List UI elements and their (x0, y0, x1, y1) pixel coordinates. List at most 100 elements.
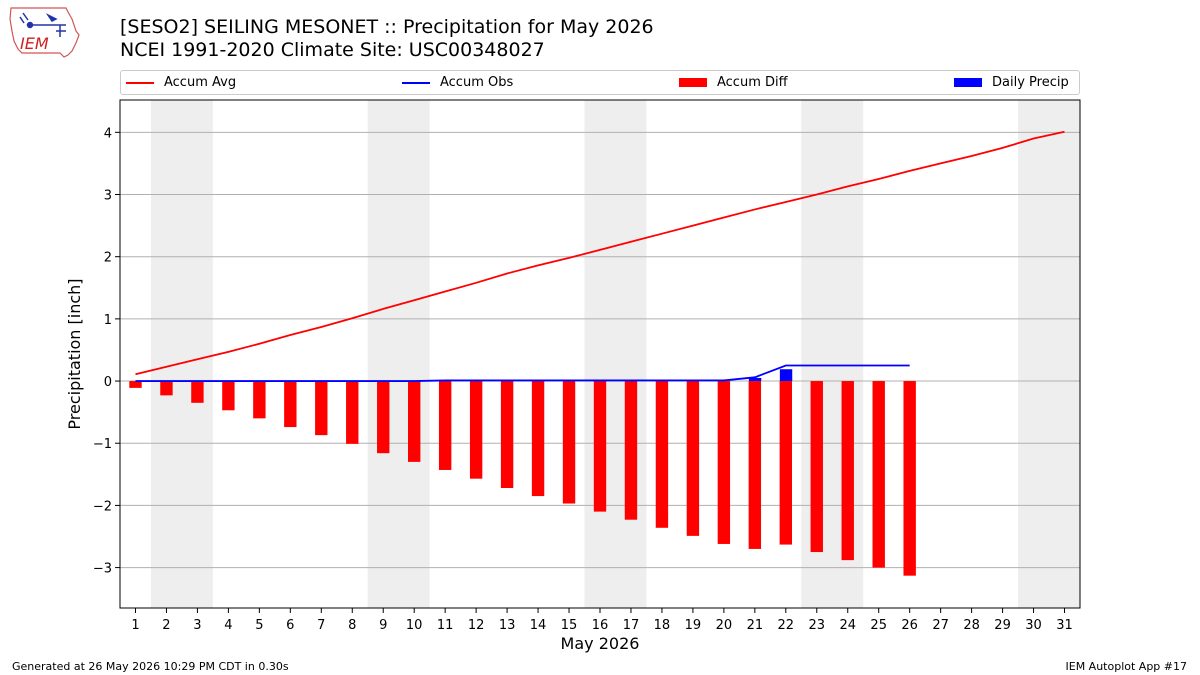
daily-precip-bars (748, 369, 793, 382)
x-tick-label: 18 (654, 618, 671, 633)
accum-diff-bar (191, 381, 204, 403)
accum-diff-bar (841, 381, 854, 561)
accum-diff-bar (129, 381, 142, 388)
x-axis-label: May 2026 (561, 634, 640, 653)
x-tick-label: 15 (561, 618, 578, 633)
accum-diff-bar (377, 381, 390, 454)
daily-precip-bar (748, 377, 762, 382)
x-tick-label: 24 (839, 618, 856, 633)
x-tick-label: 16 (592, 618, 609, 633)
legend-label: Accum Avg (164, 75, 237, 90)
legend-item-daily-precip: Daily Precip (954, 71, 1069, 94)
legend-label: Accum Obs (440, 75, 514, 90)
y-tick-label: 3 (104, 189, 112, 204)
weekend-band (1018, 100, 1080, 608)
x-tick-label: 6 (286, 618, 294, 633)
iem-logo-text: IEM (20, 34, 49, 53)
accum-diff-bar (408, 381, 421, 462)
x-tick-label: 27 (932, 618, 949, 633)
daily-precip-bar (779, 369, 793, 382)
chart-legend: Accum Avg Accum Obs Accum Diff Daily Pre… (120, 70, 1080, 95)
accum-diff-bar (748, 381, 762, 549)
y-tick-label: −3 (93, 562, 112, 577)
weather-station-icon (19, 12, 66, 37)
accum-diff-bars (129, 381, 916, 576)
x-tick-label: 5 (255, 618, 263, 633)
legend-label: Daily Precip (992, 75, 1069, 90)
footer-app-label: IEM Autoplot App #17 (1065, 660, 1188, 673)
x-tick-label: 21 (747, 618, 764, 633)
accum-diff-bar (346, 381, 359, 444)
x-tick-label: 30 (1025, 618, 1042, 633)
x-tick-label: 28 (963, 618, 980, 633)
x-tick-label: 22 (778, 618, 795, 633)
legend-label: Accum Diff (717, 75, 788, 90)
weekend-band (367, 100, 430, 608)
x-tick-label: 1 (131, 618, 139, 633)
x-axis-ticks: 1 2 3 4 5 6 7 8 9 10 11 12 13 14 15 16 17 18 19 20 21 22 23 24 2… (131, 608, 1073, 633)
legend-item-accum-diff: Accum Diff (679, 71, 788, 94)
accum-diff-bar (655, 381, 669, 528)
x-tick-label: 20 (716, 618, 733, 633)
chart-subtitle: NCEI 1991-2020 Climate Site: USC00348027 (120, 39, 545, 61)
accum-diff-bar (284, 381, 297, 428)
weekend-band (584, 100, 647, 608)
y-tick-label: −1 (93, 437, 112, 452)
legend-item-accum-obs: Accum Obs (402, 71, 513, 94)
accum-diff-bar (531, 381, 545, 497)
accum-avg-line (135, 130, 1065, 376)
y-tick-label: 0 (104, 375, 112, 390)
legend-swatch (679, 78, 707, 87)
accum-diff-bar (160, 381, 173, 396)
x-tick-label: 14 (530, 618, 547, 633)
x-tick-label: 23 (809, 618, 826, 633)
x-tick-label: 25 (870, 618, 887, 633)
x-tick-label: 10 (406, 618, 423, 633)
accum-obs-line (135, 364, 910, 382)
x-tick-label: 26 (901, 618, 918, 633)
accum-diff-bar (810, 381, 823, 553)
y-tick-label: 2 (104, 251, 112, 266)
y-tick-label: 4 (104, 126, 112, 141)
legend-swatch (954, 78, 982, 87)
y-tick-label: −2 (93, 499, 112, 514)
chart-title: [SESO2] SEILING MESONET :: Precipitation… (120, 16, 654, 38)
x-tick-label: 31 (1056, 618, 1073, 633)
x-tick-label: 2 (162, 618, 170, 633)
accum-diff-bar (593, 381, 607, 512)
x-tick-label: 29 (994, 618, 1011, 633)
legend-swatch (126, 81, 154, 84)
accum-diff-bar (717, 381, 731, 544)
accum-diff-bar (779, 381, 792, 545)
accum-diff-bar (500, 381, 514, 488)
y-axis-ticks: −3 −2 −1 0 1 2 3 4 (93, 126, 120, 577)
accum-diff-bar (686, 381, 700, 536)
x-tick-label: 17 (623, 618, 640, 633)
x-tick-label: 11 (437, 618, 454, 633)
accum-diff-bar (624, 381, 638, 520)
footer-generated-text: Generated at 26 May 2026 10:29 PM CDT in… (12, 660, 289, 673)
x-tick-label: 9 (379, 618, 387, 633)
x-tick-label: 3 (193, 618, 201, 633)
weekend-band (150, 100, 213, 608)
accum-lines (135, 130, 1065, 382)
accum-diff-bar (562, 381, 576, 504)
iem-logo: IEM (9, 7, 80, 58)
accum-diff-bar (315, 381, 328, 436)
x-tick-label: 19 (685, 618, 702, 633)
x-tick-label: 7 (317, 618, 325, 633)
y-axis-label: Precipitation [inch] (65, 278, 84, 429)
y-tick-label: 1 (104, 313, 112, 328)
x-tick-label: 8 (348, 618, 356, 633)
x-tick-label: 13 (499, 618, 516, 633)
legend-item-accum-avg: Accum Avg (126, 71, 236, 94)
accum-diff-bar (438, 381, 452, 470)
accum-diff-bar (222, 381, 235, 411)
weekend-shading (150, 100, 1080, 608)
iowa-state-outline-icon (9, 7, 80, 58)
accum-diff-bar (872, 381, 885, 568)
accum-diff-bar (903, 381, 916, 576)
accum-diff-bar (469, 381, 483, 479)
x-tick-label: 4 (224, 618, 232, 633)
